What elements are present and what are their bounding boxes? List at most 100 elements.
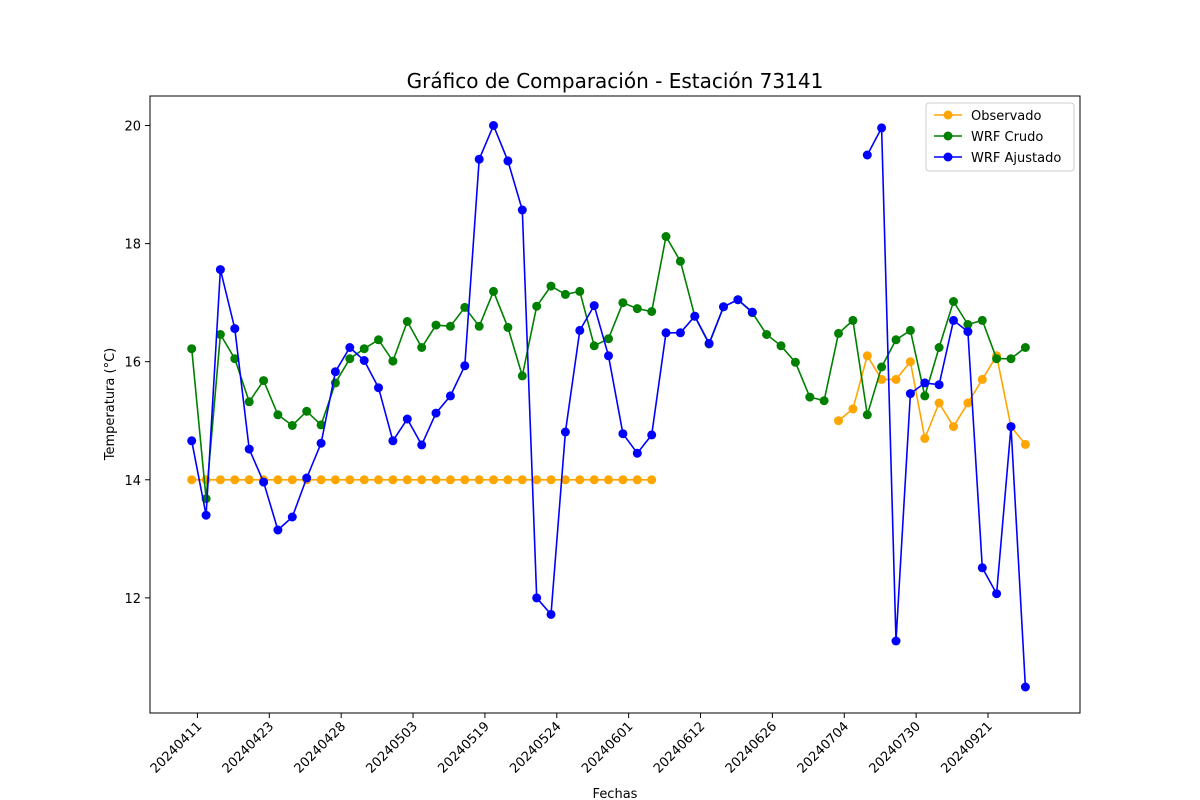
legend-label-0: Observado [971,109,1042,124]
series-1-point-5 [259,376,269,386]
series-2-point-28 [589,301,599,311]
series-2-point-21 [489,121,498,130]
series-0-point-15 [402,475,412,485]
series-0-point-0 [187,475,197,485]
series-1-point-58 [1020,343,1030,352]
series-2-point-35 [690,311,700,321]
series-2-point-20 [474,154,484,164]
chart-title: Gráfico de Comparación - Estación 73141 [407,69,824,93]
series-2-point-11 [345,343,355,352]
y-axis-label: Temperatura (°C) [103,348,118,461]
series-2-point-44 [905,389,915,399]
series-2-point-45 [920,378,930,388]
series-2-point-22 [503,156,513,166]
series-0-point-7 [287,475,297,485]
series-2-point-3 [230,324,240,334]
series-2-point-42 [877,123,887,133]
series-1-point-20 [474,321,484,331]
series-2-point-41 [862,150,872,160]
series-0-point-26 [560,475,570,485]
series-2-point-26 [560,427,570,437]
series-1-point-17 [431,320,441,330]
series-0-point-34 [834,416,843,426]
series-0-point-25 [546,475,556,485]
series-0-point-14 [388,475,398,485]
series-1-point-28 [589,341,599,351]
series-1-point-57 [1006,354,1016,364]
y-tick-label-2: 16 [124,356,141,371]
series-1-point-15 [402,317,412,326]
series-1-point-50 [905,325,915,335]
series-2-point-17 [431,408,441,418]
series-2-line-1 [866,124,1027,688]
series-0-point-44 [977,374,987,384]
series-1-point-22 [503,322,513,332]
plot-frame [149,95,1081,714]
series-2-point-25 [546,609,556,619]
series-1-point-19 [460,302,470,312]
series-2-point-43 [891,636,901,646]
x-tick-label-6: 20240601 [579,719,636,776]
series-1-point-23 [517,371,527,381]
series-2-point-1 [201,510,211,520]
series-0-point-47 [1020,439,1030,449]
series-1-point-49 [891,335,901,345]
series-0-point-39 [905,357,915,367]
series-0-point-22 [503,475,513,485]
series-2-point-10 [330,367,340,377]
series-1-point-43 [805,392,815,402]
series-1-point-52 [934,343,944,352]
x-tick-label-3: 20240503 [363,719,420,776]
series-1-point-0 [187,344,197,354]
x-tick-label-1: 20240423 [220,719,277,776]
series-1-point-41 [776,341,786,351]
series-2-point-18 [445,391,455,401]
series-2-point-48 [963,327,973,337]
series-2-point-12 [359,356,369,365]
series-0-point-31 [632,475,642,485]
series-1-point-55 [977,315,987,325]
series-2-point-16 [417,440,427,450]
series-0-point-27 [575,475,585,485]
x-tick-label-5: 20240524 [507,719,564,776]
series-1-point-18 [445,321,455,331]
series-1-point-16 [417,343,427,352]
legend-label-1: WRF Crudo [971,130,1043,145]
series-2-point-9 [316,438,326,448]
y-tick-label-4: 20 [124,120,141,135]
series-2 [187,121,1030,692]
series-0-point-18 [445,475,455,485]
series-2-point-30 [618,429,628,439]
series-2-point-34 [675,328,685,338]
series-2-point-4 [244,444,254,454]
series-2-point-2 [215,265,225,275]
series-0-point-32 [647,475,657,485]
series-2-point-37 [719,302,728,312]
series-0-point-3 [230,475,240,485]
series-1-point-2 [215,330,225,339]
series-0-point-20 [474,475,484,485]
series-1-point-30 [618,298,628,308]
series-2-point-33 [661,328,671,338]
series-2-point-36 [704,338,714,348]
series-0-point-41 [934,398,944,408]
series-2-point-6 [273,525,283,535]
y-tick-label-0: 12 [124,592,141,607]
series-1-point-54 [963,320,973,329]
x-tick-label-2: 20240428 [292,719,349,776]
series-2-point-19 [460,361,470,371]
series-2-point-52 [1020,682,1030,692]
series-0-point-38 [891,374,901,384]
series-0-point-1 [201,475,211,485]
series-2-point-39 [747,307,757,317]
series-0-point-11 [345,475,355,485]
series-1-point-46 [848,315,858,325]
series-0-point-36 [862,351,872,361]
series-0-point-29 [604,475,613,485]
x-tick-label-10: 20240730 [867,719,924,776]
legend-marker-2 [943,152,953,162]
series-0-point-28 [589,475,599,485]
series-1-point-8 [302,406,312,416]
series-1-point-14 [388,356,398,366]
series-2-point-24 [532,593,542,603]
